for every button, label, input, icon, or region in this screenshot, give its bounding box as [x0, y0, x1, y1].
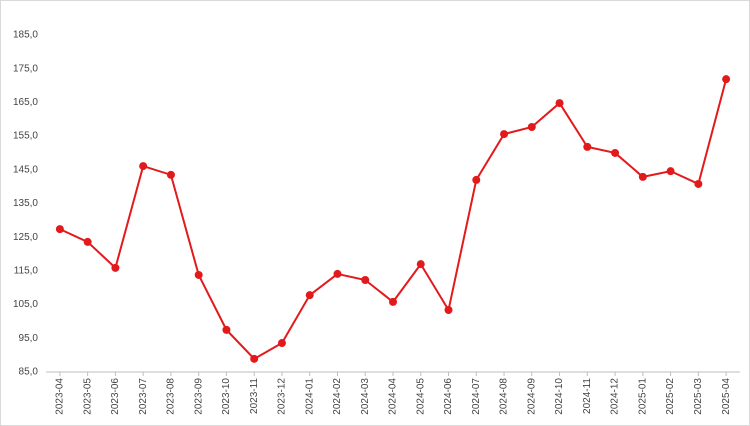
x-tick-label: 2024-01 [304, 378, 315, 415]
y-tick-label: 145,0 [13, 164, 38, 175]
y-tick-label: 165,0 [13, 97, 38, 108]
point [83, 237, 92, 246]
point [361, 275, 370, 284]
point [194, 270, 203, 279]
point [305, 291, 314, 300]
x-tick-label: 2023-07 [138, 378, 149, 415]
x-tick-label: 2025-02 [665, 378, 676, 415]
point [111, 263, 120, 272]
x-tick-label: 2024-11 [582, 378, 593, 414]
point [472, 175, 481, 184]
x-tick-label: 2025-04 [721, 378, 732, 415]
point [55, 225, 64, 234]
x-tick-label: 2024-07 [471, 378, 482, 415]
y-tick-label: 105,0 [13, 299, 38, 310]
point [611, 148, 620, 157]
point [500, 130, 509, 139]
y-tick-label: 155,0 [13, 131, 38, 142]
x-tick-label: 2023-04 [55, 378, 66, 415]
y-tick-label: 135,0 [13, 198, 38, 209]
x-tick-label: 2023-05 [82, 378, 93, 415]
x-tick-label: 2023-12 [277, 378, 288, 415]
x-tick-label: 2024-03 [360, 378, 371, 415]
x-tick-label: 2024-04 [388, 378, 399, 415]
x-tick-label: 2023-09 [193, 378, 204, 415]
point [166, 170, 175, 179]
point [333, 269, 342, 278]
point [666, 167, 675, 176]
y-tick-label: 175,0 [13, 63, 38, 74]
x-tick-label: 2023-11 [249, 378, 260, 414]
x-tick-label: 2024-12 [610, 378, 621, 415]
x-tick-label: 2024-05 [415, 378, 426, 415]
point [222, 325, 231, 334]
point [694, 179, 703, 188]
point [722, 75, 731, 84]
point [527, 123, 536, 132]
y-tick-label: 185,0 [13, 30, 38, 41]
x-tick-label: 2024-09 [526, 378, 537, 415]
point [277, 339, 286, 348]
x-tick-label: 2023-06 [110, 378, 121, 415]
point [389, 297, 397, 306]
point [638, 172, 647, 181]
point [555, 99, 564, 108]
x-tick-label: 2025-01 [637, 378, 648, 415]
point [583, 142, 592, 151]
x-tick-label: 2024-08 [499, 378, 510, 415]
x-tick-label: 2024-10 [554, 378, 565, 415]
y-tick-label: 125,0 [13, 232, 38, 243]
y-tick-label: 115,0 [14, 266, 39, 277]
point [444, 305, 453, 314]
x-tick-label: 2023-10 [221, 378, 232, 415]
x-tick-label: 2023-08 [166, 378, 177, 415]
x-tick-label: 2024-06 [443, 378, 454, 415]
point [250, 354, 259, 363]
point [139, 162, 148, 171]
y-tick-label: 95,0 [19, 333, 39, 344]
point [416, 260, 425, 269]
y-tick-label: 85,0 [19, 367, 39, 378]
x-tick-label: 2024-02 [332, 378, 343, 415]
x-tick-label: 2025-03 [693, 378, 704, 415]
